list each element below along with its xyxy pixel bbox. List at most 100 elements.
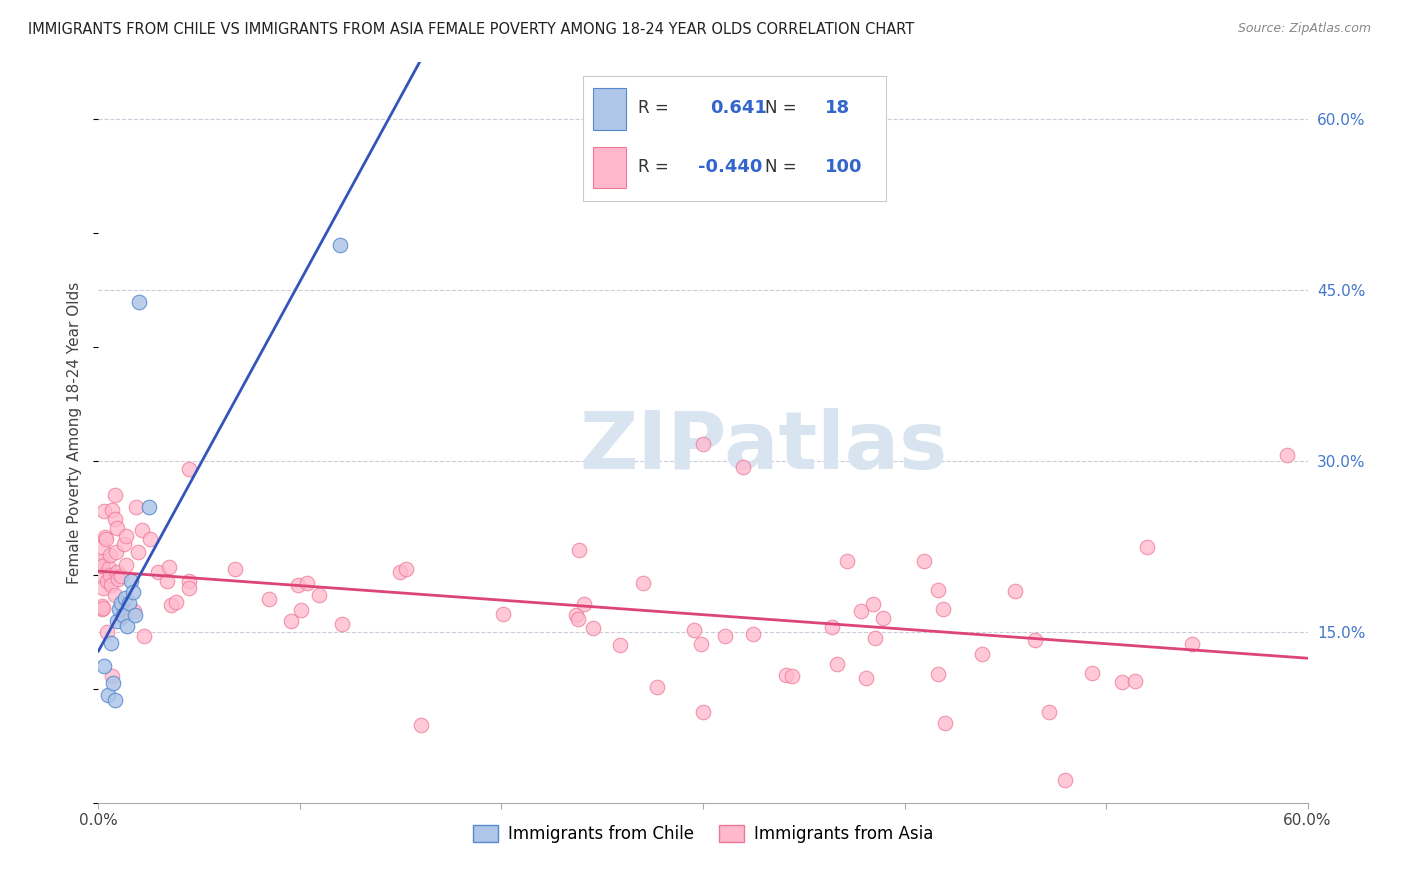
Point <box>1038 705 1060 719</box>
Point <box>156 574 179 588</box>
Point <box>782 668 804 682</box>
Point <box>110 569 132 583</box>
Point <box>104 488 127 502</box>
Point <box>120 574 142 588</box>
Point <box>165 595 187 609</box>
Point <box>492 607 515 621</box>
Point <box>103 693 125 707</box>
Point <box>927 583 949 598</box>
Point <box>567 612 589 626</box>
Point <box>912 554 935 568</box>
Point <box>110 597 132 611</box>
Point <box>100 503 122 517</box>
FancyBboxPatch shape <box>592 88 626 129</box>
Point <box>1125 674 1147 689</box>
Point <box>91 600 114 615</box>
Point <box>93 659 115 673</box>
Point <box>115 619 138 633</box>
Point <box>1054 772 1077 787</box>
Point <box>297 576 319 591</box>
Point <box>631 576 654 591</box>
Point <box>91 558 114 572</box>
Point <box>851 604 873 618</box>
Point <box>107 572 129 586</box>
Point <box>742 627 765 641</box>
Y-axis label: Female Poverty Among 18-24 Year Olds: Female Poverty Among 18-24 Year Olds <box>67 282 83 583</box>
Point <box>647 680 669 694</box>
Point <box>714 629 737 643</box>
Point <box>934 716 956 731</box>
Point <box>138 500 160 514</box>
Point <box>692 437 714 451</box>
Point <box>160 598 183 612</box>
Point <box>1277 449 1299 463</box>
Point <box>91 554 114 568</box>
Point <box>835 554 858 568</box>
Point <box>96 624 118 639</box>
Text: 100: 100 <box>825 158 863 176</box>
Point <box>280 614 302 628</box>
Point <box>1136 540 1159 554</box>
Point <box>179 574 201 588</box>
Point <box>572 597 595 611</box>
Point <box>112 537 135 551</box>
Point <box>855 671 877 685</box>
Point <box>105 565 128 579</box>
Text: N =: N = <box>765 99 796 117</box>
Point <box>125 500 148 514</box>
Point <box>863 631 886 645</box>
Point <box>98 567 121 582</box>
Point <box>582 621 605 635</box>
Point <box>131 523 153 537</box>
Point <box>94 532 117 546</box>
Point <box>115 605 138 619</box>
Point <box>1111 675 1133 690</box>
Point <box>91 568 114 582</box>
Point <box>91 581 114 595</box>
Text: 18: 18 <box>825 99 851 117</box>
Point <box>862 597 884 611</box>
Point <box>105 544 128 558</box>
Point <box>821 620 844 634</box>
Point <box>114 529 136 543</box>
Point <box>825 657 848 671</box>
Point <box>409 718 432 732</box>
Point <box>111 607 134 622</box>
Point <box>1024 632 1046 647</box>
Point <box>179 581 201 595</box>
Point <box>97 561 120 575</box>
Point <box>94 530 117 544</box>
Point <box>568 542 591 557</box>
Point <box>105 520 128 534</box>
Text: IMMIGRANTS FROM CHILE VS IMMIGRANTS FROM ASIA FEMALE POVERTY AMONG 18-24 YEAR OL: IMMIGRANTS FROM CHILE VS IMMIGRANTS FROM… <box>28 22 914 37</box>
Point <box>100 578 122 592</box>
Point <box>395 562 418 576</box>
Point <box>872 610 894 624</box>
Point <box>287 577 309 591</box>
Point <box>683 623 706 637</box>
Point <box>118 597 141 611</box>
Point <box>122 604 145 618</box>
Point <box>96 574 118 589</box>
Point <box>104 588 127 602</box>
Point <box>565 608 588 623</box>
Point <box>259 592 281 607</box>
Point <box>124 607 146 622</box>
Point <box>1080 666 1102 681</box>
FancyBboxPatch shape <box>592 147 626 188</box>
Point <box>609 638 631 652</box>
Legend: Immigrants from Chile, Immigrants from Asia: Immigrants from Chile, Immigrants from A… <box>467 819 939 850</box>
Point <box>692 705 714 719</box>
Point <box>1004 583 1026 598</box>
Point <box>308 588 330 602</box>
Point <box>91 601 114 615</box>
Point <box>690 637 713 651</box>
Point <box>101 676 124 690</box>
Point <box>111 609 134 624</box>
Point <box>114 591 136 605</box>
Point <box>389 565 412 579</box>
Text: Source: ZipAtlas.com: Source: ZipAtlas.com <box>1237 22 1371 36</box>
Point <box>1181 637 1204 651</box>
Point <box>927 666 949 681</box>
Point <box>330 616 353 631</box>
